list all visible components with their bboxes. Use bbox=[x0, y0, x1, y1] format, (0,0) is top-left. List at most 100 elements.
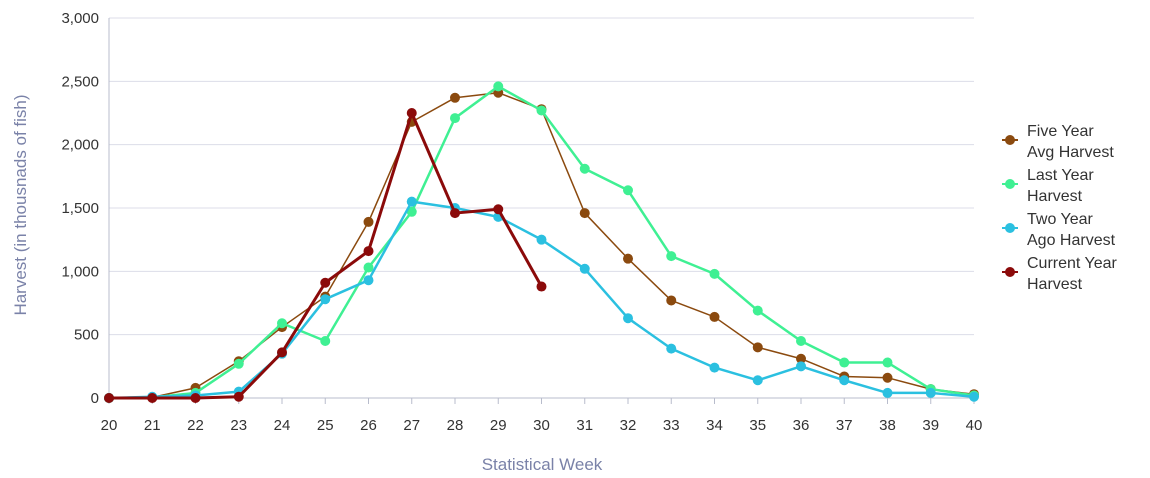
data-point[interactable] bbox=[839, 357, 850, 368]
x-tick-label: 36 bbox=[793, 417, 810, 434]
legend-swatch-marker bbox=[1005, 179, 1015, 189]
legend-label: Last Year bbox=[1027, 167, 1094, 184]
x-tick-label: 35 bbox=[749, 417, 766, 434]
data-point[interactable] bbox=[493, 204, 504, 215]
data-point[interactable] bbox=[233, 391, 244, 402]
data-point[interactable] bbox=[839, 375, 850, 386]
data-point[interactable] bbox=[623, 313, 633, 324]
data-point[interactable] bbox=[752, 342, 763, 353]
data-point[interactable] bbox=[277, 347, 287, 358]
data-point[interactable] bbox=[536, 281, 547, 292]
x-axis-title: Statistical Week bbox=[482, 455, 603, 474]
legend-item[interactable]: Last Year Harvest bbox=[1002, 167, 1094, 205]
x-tick-label: 21 bbox=[144, 417, 161, 434]
legend-swatch-marker bbox=[1005, 267, 1015, 277]
series-1 bbox=[104, 87, 979, 403]
legend-label: Harvest bbox=[1027, 276, 1083, 293]
x-tick-label: 39 bbox=[922, 417, 939, 434]
x-tick-label: 34 bbox=[706, 417, 723, 434]
legend-label: Two Year bbox=[1027, 211, 1094, 228]
legend: Five Year Avg Harvest Last Year Harvest Two … bbox=[1002, 123, 1118, 293]
series-line bbox=[109, 111, 543, 400]
x-tick-label: 28 bbox=[447, 417, 464, 434]
x-tick-label: 31 bbox=[576, 417, 593, 434]
data-point[interactable] bbox=[925, 387, 936, 398]
x-tick-label: 33 bbox=[663, 417, 680, 434]
data-point[interactable] bbox=[320, 277, 331, 288]
legend-label: Ago Harvest bbox=[1027, 232, 1116, 249]
series-4 bbox=[104, 108, 547, 403]
x-tick-label: 37 bbox=[836, 417, 853, 434]
data-point[interactable] bbox=[406, 206, 417, 217]
data-point[interactable] bbox=[579, 163, 590, 174]
x-tick-label: 24 bbox=[274, 417, 291, 434]
series-3 bbox=[104, 196, 979, 403]
y-axis-tick-labels: 0 500 1,000 1,500 2,000 2,500 3,000 bbox=[61, 10, 99, 407]
data-point[interactable] bbox=[666, 251, 677, 262]
legend-label: Avg Harvest bbox=[1027, 144, 1114, 161]
data-point[interactable] bbox=[752, 305, 763, 316]
legend-label: Current Year bbox=[1027, 255, 1118, 272]
data-point[interactable] bbox=[104, 393, 114, 403]
data-point[interactable] bbox=[450, 113, 460, 124]
data-point[interactable] bbox=[450, 208, 460, 219]
data-point[interactable] bbox=[882, 357, 893, 368]
data-point[interactable] bbox=[450, 92, 460, 103]
data-point[interactable] bbox=[969, 391, 979, 402]
x-tick-label: 22 bbox=[187, 417, 204, 434]
data-point[interactable] bbox=[363, 216, 374, 227]
y-tick-label: 2,000 bbox=[61, 137, 99, 154]
data-point[interactable] bbox=[709, 362, 720, 373]
data-point[interactable] bbox=[406, 196, 417, 207]
data-point[interactable] bbox=[579, 208, 590, 219]
data-point[interactable] bbox=[190, 393, 201, 403]
x-tick-label: 38 bbox=[879, 417, 896, 434]
legend-item[interactable]: Current Year Harvest bbox=[1002, 255, 1118, 293]
data-point[interactable] bbox=[277, 318, 287, 329]
data-point[interactable] bbox=[752, 375, 763, 386]
data-point[interactable] bbox=[623, 185, 633, 196]
y-tick-label: 1,500 bbox=[61, 200, 99, 217]
data-point[interactable] bbox=[320, 336, 331, 346]
legend-swatch-marker bbox=[1005, 135, 1015, 145]
data-point[interactable] bbox=[796, 361, 806, 372]
data-point[interactable] bbox=[493, 81, 504, 92]
data-point[interactable] bbox=[796, 336, 806, 346]
x-tick-label: 30 bbox=[533, 417, 550, 434]
data-point[interactable] bbox=[363, 262, 374, 273]
legend-item[interactable]: Two Year Ago Harvest bbox=[1002, 211, 1116, 249]
data-point[interactable] bbox=[882, 372, 893, 383]
data-point[interactable] bbox=[623, 253, 633, 264]
x-tick-label: 40 bbox=[966, 417, 983, 434]
x-tick-label: 20 bbox=[101, 417, 118, 434]
data-point[interactable] bbox=[579, 263, 590, 274]
data-point[interactable] bbox=[882, 387, 893, 398]
data-point[interactable] bbox=[363, 246, 374, 257]
y-tick-label: 2,500 bbox=[61, 73, 99, 90]
data-point[interactable] bbox=[536, 105, 547, 116]
gridlines bbox=[109, 17, 974, 336]
x-tick-label: 23 bbox=[230, 417, 247, 434]
data-point[interactable] bbox=[536, 234, 547, 245]
y-tick-label: 1,000 bbox=[61, 263, 99, 280]
x-tick-label: 32 bbox=[620, 417, 637, 434]
data-point[interactable] bbox=[320, 294, 331, 305]
data-point[interactable] bbox=[406, 108, 417, 118]
y-axis-title: Harvest (in thousnads of fish) bbox=[11, 94, 30, 315]
x-axis-tick-labels: 20 21 22 23 24 25 26 27 28 29 30 31 32 33 34 35 36 37 38 39… bbox=[101, 398, 983, 434]
data-point[interactable] bbox=[709, 311, 720, 322]
legend-item[interactable]: Five Year Avg Harvest bbox=[1002, 123, 1114, 161]
legend-swatch-marker bbox=[1005, 223, 1015, 233]
legend-label: Harvest bbox=[1027, 188, 1083, 205]
legend-label: Five Year bbox=[1027, 123, 1094, 140]
series-line bbox=[108, 91, 975, 399]
data-point[interactable] bbox=[709, 268, 720, 279]
x-tick-label: 29 bbox=[490, 417, 507, 434]
data-point[interactable] bbox=[363, 275, 374, 286]
data-point[interactable] bbox=[666, 295, 677, 306]
data-point[interactable] bbox=[666, 343, 677, 354]
data-point[interactable] bbox=[147, 393, 158, 403]
data-point[interactable] bbox=[233, 358, 244, 369]
data-point[interactable] bbox=[796, 353, 806, 364]
